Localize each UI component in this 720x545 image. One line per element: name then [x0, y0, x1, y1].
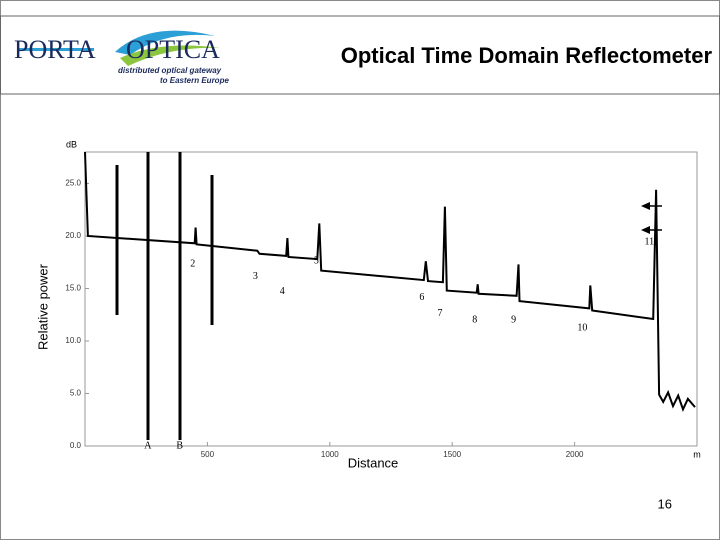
logo-swirl [115, 30, 215, 55]
arrow-head [641, 202, 650, 210]
x-axis-label: Distance [348, 455, 399, 470]
y-tick-label: 5.0 [70, 389, 82, 398]
event-label: 9 [511, 314, 516, 325]
event-label: 6 [419, 292, 424, 303]
y-tick-label: 20.0 [65, 231, 81, 240]
y-tick-label: 0.0 [70, 441, 82, 450]
trace-line [84, 151, 696, 412]
chart: dB m 0.0 5.0 10.0 15.0 20.0 25.0 500 1000 1500 2000… [35, 139, 700, 470]
x-tick-label: 1000 [321, 450, 339, 459]
event-label: 2 [190, 259, 195, 270]
logo-tagline: distributed optical gateway [118, 66, 222, 75]
y-tick-label: 15.0 [65, 284, 81, 293]
logo-text: PORTA [14, 35, 96, 64]
event-label: 3 [253, 271, 258, 282]
y-unit: dB [66, 139, 77, 149]
arrow-head [641, 226, 650, 234]
event-label: 8 [472, 314, 477, 325]
x-tick-label: 1500 [443, 450, 461, 459]
header-band [0, 15, 720, 95]
logo-swirl [120, 45, 220, 66]
logo-text: OPTICA [126, 35, 220, 64]
page-number: 16 [658, 496, 672, 511]
y-tick-label: 10.0 [65, 336, 81, 345]
logo-rule [18, 48, 94, 51]
y-axis-label: Relative power [35, 263, 50, 350]
event-label: A [144, 440, 152, 451]
logo-tagline: to Eastern Europe [160, 76, 229, 85]
event-label: 5 [314, 255, 319, 266]
x-unit: m [693, 449, 701, 459]
event-label: B [176, 440, 183, 451]
plot-frame [84, 151, 698, 447]
x-tick-label: 2000 [566, 450, 584, 459]
event-label: 4 [280, 286, 285, 297]
slide-title: Optical Time Domain Reflectometer [341, 43, 713, 68]
event-label: 11 [644, 237, 654, 248]
y-tick-label: 25.0 [65, 179, 81, 188]
event-label: 7 [437, 308, 442, 319]
x-tick-label: 500 [201, 450, 215, 459]
event-label: 10 [577, 323, 587, 334]
